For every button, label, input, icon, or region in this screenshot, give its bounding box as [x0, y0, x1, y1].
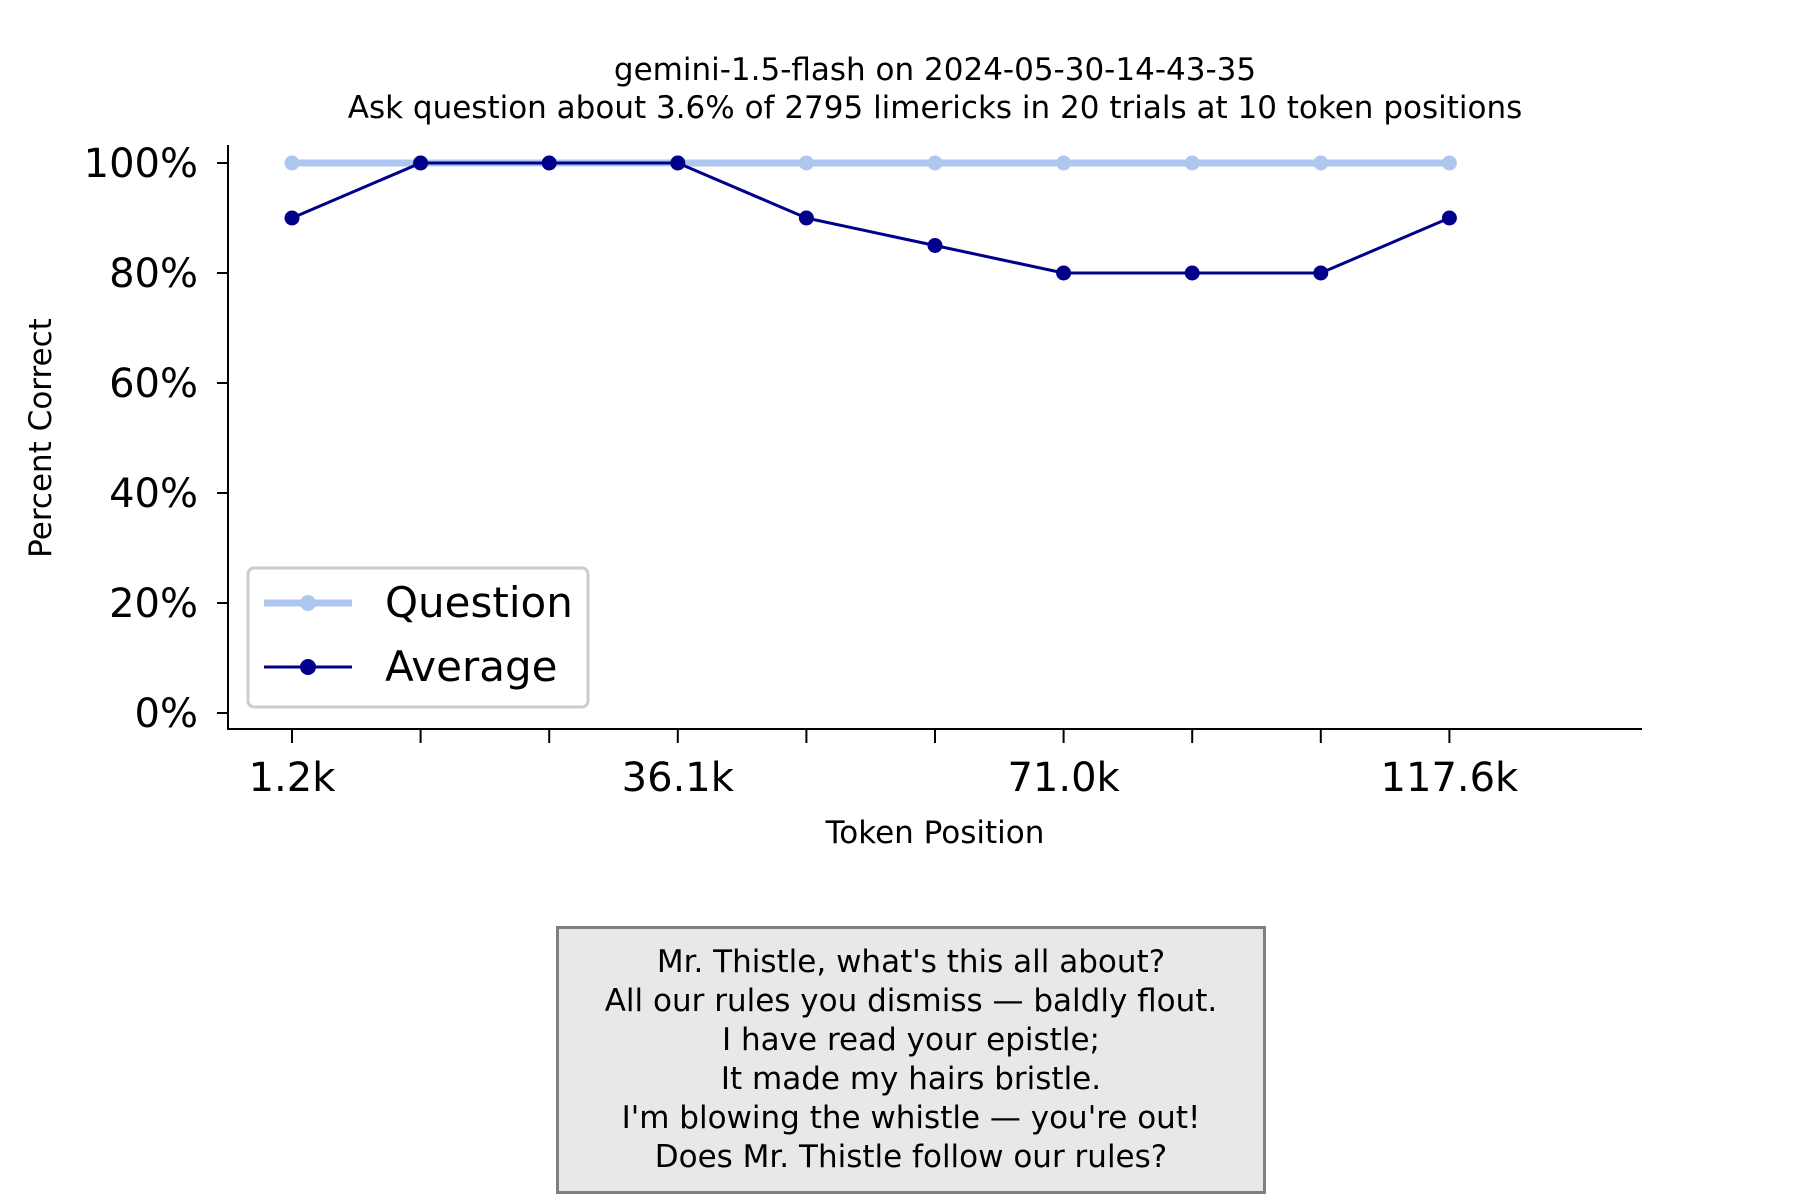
series-line-average: [291, 161, 1450, 275]
y-tick-label: 80%: [109, 251, 198, 297]
limerick-line: Mr. Thistle, what's this all about?: [656, 944, 1166, 980]
data-point-average: [798, 210, 814, 226]
data-point-average: [670, 155, 686, 171]
data-point-question: [1441, 155, 1457, 171]
data-point-average: [541, 155, 557, 171]
axes: 0% 20% 40% 60% 80% 100% 1.2k 36.1k 71.0k 117.6k: [84, 141, 1642, 801]
x-tick-label: 71.0k: [1007, 755, 1120, 801]
data-point-question: [1313, 155, 1329, 171]
data-point-average: [927, 238, 943, 253]
data-point-average: [413, 155, 429, 171]
chart-subtitle: Ask question about 3.6% of 2795 limerick…: [348, 90, 1523, 126]
data-point-average: [1184, 265, 1200, 281]
chart-title: gemini-1.5-flash on 2024-05-30-14-43-35: [614, 52, 1256, 88]
limerick-line: I have read your epistle;: [722, 1022, 1100, 1058]
limerick-box: Mr. Thistle, what's this all about? All o…: [556, 926, 1266, 1194]
y-tick-label: 0%: [135, 691, 198, 737]
limerick-line: Does Mr. Thistle follow our rules?: [654, 1139, 1168, 1175]
data-point-average: [1056, 265, 1072, 281]
legend-average-label: Average: [385, 642, 557, 691]
legend-question-label: Question: [385, 578, 573, 627]
data-point-question: [798, 155, 814, 171]
data-point-average: [1441, 210, 1457, 226]
series-layer: [284, 155, 1457, 281]
data-point-question: [1184, 155, 1200, 171]
y-tick-label: 100%: [84, 141, 198, 187]
x-tick-label: 36.1k: [622, 755, 735, 801]
x-axis-label: Token Position: [825, 815, 1045, 851]
y-tick-label: 20%: [109, 581, 198, 627]
legend: Question Average: [246, 566, 590, 709]
y-tick-label: 60%: [109, 361, 198, 407]
y-tick-label: 40%: [109, 471, 198, 517]
data-point-average: [284, 210, 300, 226]
limerick-line: I'm blowing the whistle — you're out!: [621, 1100, 1201, 1136]
y-axis-label: Percent Correct: [23, 318, 59, 558]
data-point-question: [1056, 155, 1072, 171]
x-tick-label: 117.6k: [1381, 755, 1520, 801]
legend-average-marker: [300, 659, 316, 675]
data-point-question: [927, 155, 943, 171]
line-chart: gemini-1.5-flash on 2024-05-30-14-43-35 …: [23, 52, 1642, 851]
data-point-question: [284, 155, 300, 171]
legend-question-marker: [300, 595, 316, 611]
limerick-line: All our rules you dismiss — baldly flout…: [604, 983, 1218, 1019]
data-point-average: [1313, 265, 1329, 281]
x-tick-label: 1.2k: [249, 755, 337, 801]
limerick-line: It made my hairs bristle.: [720, 1061, 1102, 1097]
